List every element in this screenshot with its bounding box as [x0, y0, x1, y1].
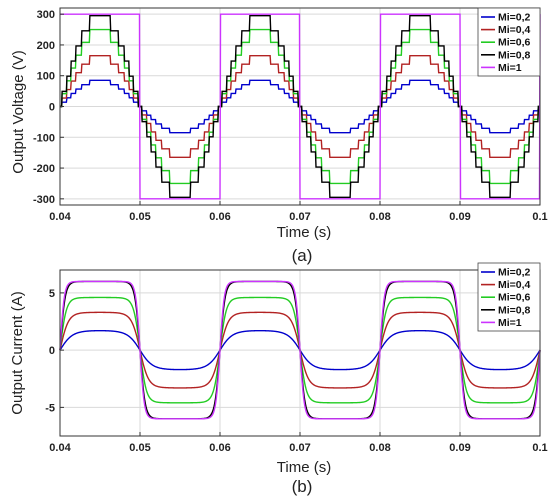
voltage-y-tick-label: 0 — [49, 102, 55, 114]
voltage-y-tick-label: 100 — [37, 71, 55, 83]
voltage-y-tick-label: -200 — [33, 163, 55, 175]
current-chart-panel: Output Current (A) Time (s) (b) 0.04 0.05… — [9, 262, 548, 496]
voltage-x-tick-label: 0.1 — [532, 211, 547, 223]
voltage-x-tick-label: 0.05 — [129, 211, 150, 223]
current-x-tick-label: 0.08 — [369, 442, 390, 454]
current-x-tick-label: 0.05 — [129, 442, 150, 454]
current-x-tick-label: 0.09 — [449, 442, 470, 454]
voltage-x-tick-label: 0.07 — [289, 211, 310, 223]
current-legend: Mi=0,2Mi=0,4Mi=0,6Mi=0,8Mi=1 — [477, 262, 541, 332]
voltage-chart-xlabel: Time (s) — [277, 224, 331, 241]
voltage-legend-label-1: Mi=0,2 — [498, 12, 531, 24]
current-x-tick-label: 0.07 — [289, 442, 310, 454]
voltage-y-tick-label: 300 — [37, 9, 55, 21]
voltage-chart-ylabel: Output Voltage (V) — [10, 50, 27, 173]
current-y-tick-label: 5 — [49, 288, 55, 300]
current-x-tick-label: 0.06 — [209, 442, 230, 454]
voltage-x-tick-label: 0.09 — [449, 211, 470, 223]
voltage-y-tick-label: 200 — [37, 40, 55, 52]
current-y-tick-label: -5 — [45, 402, 55, 414]
current-legend-label-5: Mi=1 — [498, 317, 522, 329]
current-x-tick-label: 0.1 — [532, 442, 547, 454]
current-chart-caption: (b) — [292, 477, 313, 496]
voltage-chart-caption: (a) — [292, 246, 313, 265]
voltage-x-tick-label: 0.08 — [369, 211, 390, 223]
current-chart-ylabel: Output Current (A) — [9, 291, 26, 414]
current-legend-label-4: Mi=0,8 — [498, 304, 531, 316]
current-chart-xlabel: Time (s) — [277, 459, 331, 476]
voltage-y-tick-label: -300 — [33, 194, 55, 206]
current-legend-label-2: Mi=0,4 — [498, 279, 531, 291]
current-legend-label-3: Mi=0,6 — [498, 292, 531, 304]
current-series-line-5 — [59, 280, 541, 420]
voltage-x-tick-label: 0.04 — [49, 211, 71, 223]
voltage-y-tick-label: -100 — [33, 132, 55, 144]
voltage-series-line-5 — [60, 13, 541, 200]
current-x-tick-label: 0.04 — [49, 442, 71, 454]
voltage-legend-label-5: Mi=1 — [498, 62, 522, 74]
voltage-chart-panel: Output Voltage (V) Time (s) (a) 0.04 0.05… — [10, 7, 548, 265]
voltage-legend: Mi=0,2Mi=0,4Mi=0,6Mi=0,8Mi=1 — [477, 7, 541, 77]
voltage-legend-label-3: Mi=0,6 — [498, 37, 531, 49]
voltage-legend-label-2: Mi=0,4 — [498, 24, 531, 36]
current-legend-label-1: Mi=0,2 — [498, 267, 531, 279]
voltage-x-tick-label: 0.06 — [209, 211, 230, 223]
current-y-tick-label: 0 — [49, 345, 55, 357]
voltage-legend-label-4: Mi=0,8 — [498, 49, 531, 61]
